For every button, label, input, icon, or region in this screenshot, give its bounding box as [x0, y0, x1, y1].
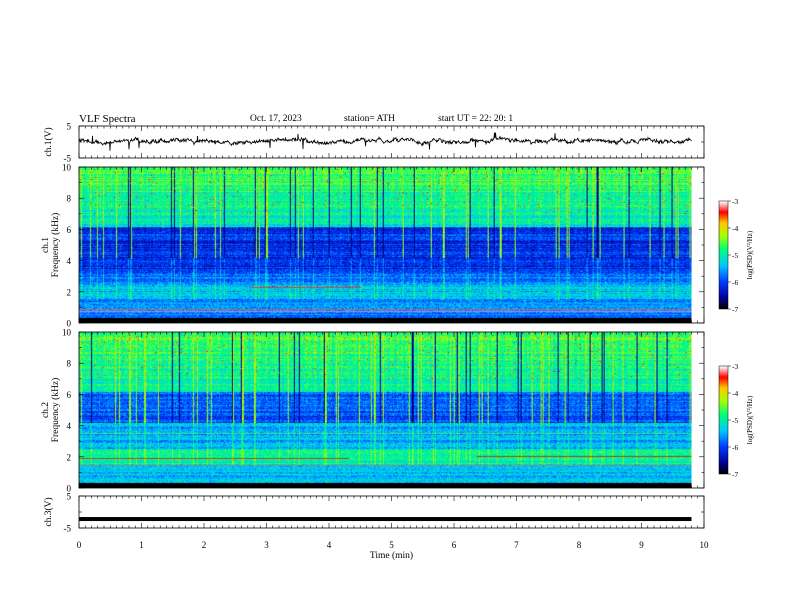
- ch1-spectrogram-colorbar-tick-label: -5: [732, 251, 738, 260]
- x-tick-label: 5: [389, 540, 394, 550]
- ch1-spectrogram-colorbar-tick-label: -7: [732, 305, 738, 314]
- ch3-waveform-y-tick-label: -5: [64, 524, 72, 534]
- ch2-spectrogram-colorbar-tick-label: -4: [732, 389, 738, 398]
- x-tick-label: 9: [639, 540, 644, 550]
- ch3-waveform-y-tick-label: 5: [67, 492, 72, 502]
- ch3-waveform-y-label: ch.3(V): [43, 497, 54, 526]
- ch2-spectrogram-colorbar-tick-label: -7: [732, 470, 738, 479]
- ch1-spectrogram-y-tick-label: 2: [67, 287, 72, 297]
- x-tick-label: 8: [577, 540, 582, 550]
- ch1-waveform-line: [78, 132, 692, 151]
- x-tick-label: 2: [202, 540, 207, 550]
- ch2-spectrogram-y-label: ch.2Frequency (kHz): [41, 378, 61, 443]
- ch2-spectrogram-colorbar-tick-label: -5: [732, 416, 738, 425]
- x-tick-label: 1: [139, 540, 144, 550]
- ch1-spectrogram-y-tick-label: 6: [67, 225, 72, 235]
- ch3-waveform-line: [79, 517, 692, 522]
- ch1-spectrogram-colorbar-tick-label: -3: [732, 197, 738, 206]
- ch1-spectrogram-colorbar: [719, 201, 728, 309]
- start-time-label: start UT = 22: 20: 1: [438, 114, 514, 124]
- ch1-waveform-y-tick-label: 5: [67, 122, 72, 132]
- ch1-spectrogram-image: [79, 167, 692, 323]
- station-label: station= ATH: [344, 114, 396, 124]
- ch2-spectrogram-colorbar: [719, 366, 728, 474]
- ch2-spectrogram-colorbar-tick-label: -6: [732, 443, 738, 452]
- ch1-spectrogram-colorbar-label: log(PSD)(V²/Hz): [746, 230, 754, 279]
- date-label: Oct. 17, 2023: [250, 114, 302, 124]
- ch2-spectrogram-y-tick-label: 0: [67, 484, 72, 494]
- ch2-spectrogram-y-tick-label: 6: [67, 390, 72, 400]
- ch1-spectrogram-y-tick-label: 4: [67, 256, 72, 266]
- x-tick-label: 7: [514, 540, 519, 550]
- x-tick-label: 3: [264, 540, 269, 550]
- ch1-spectrogram-y-label: ch.1Frequency (kHz): [41, 213, 61, 278]
- ch1-spectrogram-colorbar-tick-label: -4: [732, 224, 738, 233]
- ch2-spectrogram-y-tick-label: 2: [67, 452, 72, 462]
- figure-title: VLF Spectra: [79, 113, 136, 125]
- x-tick-label: 6: [452, 540, 457, 550]
- ch2-spectrogram-colorbar-label: log(PSD)(V²/Hz): [746, 395, 754, 444]
- ch1-waveform-y-tick-label: -5: [64, 154, 72, 164]
- ch1-waveform-y-label: ch.1(V): [43, 127, 54, 156]
- ch1-spectrogram-y-tick-label: 8: [67, 194, 72, 204]
- ch2-spectrogram-y-tick-label: 8: [67, 359, 72, 369]
- x-tick-label: 4: [327, 540, 332, 550]
- ch1-spectrogram-y-tick-label: 0: [67, 319, 72, 329]
- ch1-spectrogram-y-tick-label: 10: [62, 163, 72, 173]
- ch2-spectrogram-y-tick-label: 4: [67, 421, 72, 431]
- ch2-spectrogram-image: [79, 332, 692, 488]
- x-axis-label: Time (min): [370, 550, 413, 561]
- ch2-spectrogram-colorbar-tick-label: -3: [732, 362, 738, 371]
- x-tick-label: 10: [700, 540, 710, 550]
- ch1-spectrogram-colorbar-tick-label: -6: [732, 278, 738, 287]
- x-tick-label: 0: [77, 540, 82, 550]
- ch2-spectrogram-y-tick-label: 10: [62, 328, 72, 338]
